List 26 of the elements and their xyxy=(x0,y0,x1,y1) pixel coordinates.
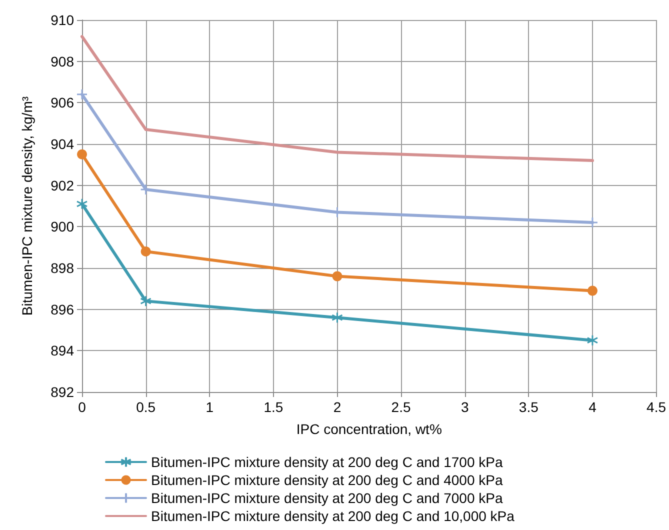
x-tick-label: 0 xyxy=(78,399,86,415)
y-tick-label: 900 xyxy=(50,218,74,235)
x-tick-label: 3.5 xyxy=(518,399,539,415)
y-tick-label: 906 xyxy=(50,94,74,111)
x-tick-label: 0.5 xyxy=(136,399,156,415)
legend-label: Bitumen-IPC mixture density at 200 deg C and 10,000 kPa xyxy=(151,508,515,524)
y-axis-title: Bitumen-IPC mixture density, kg/m³ xyxy=(19,96,35,316)
x-tick-label: 4 xyxy=(588,399,597,415)
x-tick-label: 1.5 xyxy=(264,399,284,415)
y-tick-label: 910 xyxy=(50,12,74,28)
legend-label: Bitumen-IPC mixture density at 200 deg C and 7000 kPa xyxy=(151,490,503,506)
x-tick-label: 2.5 xyxy=(391,399,411,415)
y-tick-label: 898 xyxy=(50,260,74,276)
y-tick-label: 896 xyxy=(50,301,74,318)
legend-label: Bitumen-IPC mixture density at 200 deg C and 1700 kPa xyxy=(151,454,503,470)
y-tick-label: 902 xyxy=(50,177,74,194)
legend-label: Bitumen-IPC mixture density at 200 deg C and 4000 kPa xyxy=(151,472,503,488)
y-tick-label: 908 xyxy=(50,53,74,70)
x-axis-title: IPC concentration, wt% xyxy=(296,421,442,437)
x-tick-label: 3 xyxy=(460,399,469,415)
y-tick-label: 894 xyxy=(50,342,74,359)
x-tick-label: 4.5 xyxy=(646,399,666,415)
x-tick-label: 1 xyxy=(206,399,214,415)
y-tick-label: 892 xyxy=(50,384,74,400)
x-tick-label: 2 xyxy=(333,399,342,415)
y-tick-label: 904 xyxy=(50,136,74,152)
